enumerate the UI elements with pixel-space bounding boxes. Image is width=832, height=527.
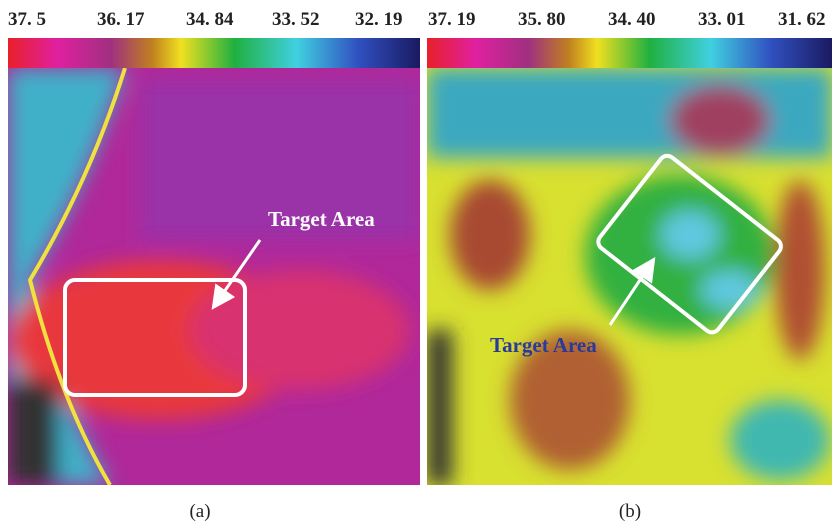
scale-label: 32. 19 bbox=[355, 9, 403, 30]
scale-label: 34. 84 bbox=[186, 9, 234, 30]
caption: (a) bbox=[189, 501, 210, 522]
scale-label: 37. 5 bbox=[8, 9, 46, 30]
thermal-image bbox=[427, 68, 832, 485]
thermal-image bbox=[8, 68, 420, 485]
scale-label: 33. 52 bbox=[272, 9, 320, 30]
color-bar bbox=[8, 38, 420, 68]
scale-label: 34. 40 bbox=[608, 9, 656, 30]
panel-a: 37. 5 36. 17 34. 84 33. 52 32. 19 Target… bbox=[8, 9, 420, 522]
annotation: Target Area bbox=[490, 333, 597, 357]
figure: 37. 5 36. 17 34. 84 33. 52 32. 19 Target… bbox=[0, 0, 832, 527]
scale-label: 35. 80 bbox=[518, 9, 566, 30]
annotation: Target Area bbox=[268, 207, 375, 231]
scale-label: 33. 01 bbox=[698, 9, 746, 30]
scale-label: 31. 62 bbox=[778, 9, 826, 30]
color-bar bbox=[427, 38, 832, 68]
panel-b: 37. 19 35. 80 34. 40 33. 01 31. 62 Targe… bbox=[427, 9, 832, 522]
scale-label: 36. 17 bbox=[97, 9, 145, 30]
scale-label: 37. 19 bbox=[428, 9, 476, 30]
caption: (b) bbox=[619, 501, 641, 522]
